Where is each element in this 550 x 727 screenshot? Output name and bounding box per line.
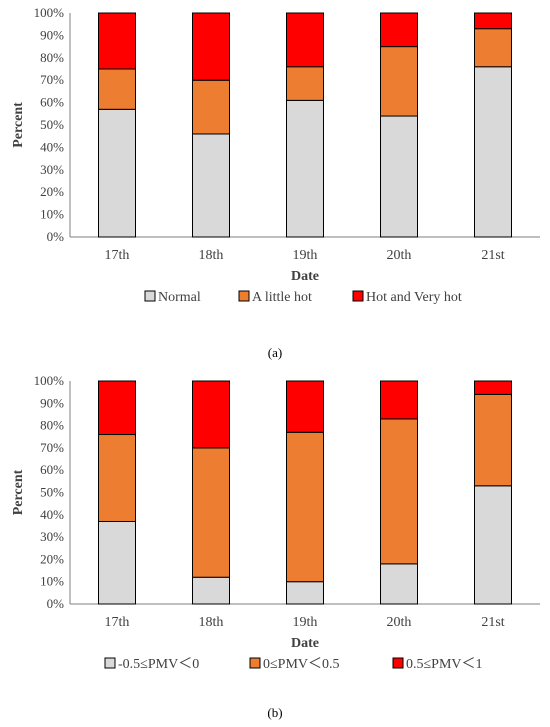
legend-swatch [238, 290, 250, 302]
bar-segment [98, 434, 136, 522]
bar-segment [380, 380, 418, 420]
y-tick-label: 100% [34, 5, 65, 20]
y-tick-label: 40% [40, 139, 64, 154]
bar-segment [286, 66, 324, 101]
bar-segment [474, 393, 512, 487]
legend-label: Hot and Very hot [366, 290, 462, 305]
bar-segment [380, 115, 418, 238]
bar-segment [98, 380, 136, 436]
bar-segment [286, 12, 324, 68]
legend-swatch [352, 290, 364, 302]
y-tick-label: 20% [40, 184, 64, 199]
x-tick-label: 19th [293, 615, 318, 630]
bar-segment [192, 12, 230, 81]
x-tick-label: 18th [199, 615, 224, 630]
bar-segment [286, 99, 324, 238]
panel-label: (b) [267, 705, 282, 720]
legend-label: 0≤PMV＜0.5 [263, 657, 340, 672]
y-tick-label: 0% [47, 229, 65, 244]
bar-segment [380, 12, 418, 48]
bar-segment [192, 380, 230, 449]
legend-swatch [104, 657, 116, 669]
panel-label: (a) [268, 345, 282, 360]
legend-swatch [392, 657, 404, 669]
chart-panel-a: 0% 10% 20% 30% 40% 50% 60% 70% 80% 90% 100% 17th 18t… [11, 5, 540, 360]
bar-segment [286, 431, 324, 583]
x-tick-label: 17th [105, 248, 130, 263]
x-tick-label: 21st [481, 615, 504, 630]
y-tick-label: 30% [40, 529, 64, 544]
legend: Normal A little hot Hot and Very hot [144, 290, 462, 305]
legend-swatch [144, 290, 156, 302]
legend-label: -0.5≤PMV＜0 [118, 657, 199, 672]
x-tick-label: 20th [387, 615, 412, 630]
legend: -0.5≤PMV＜0 0≤PMV＜0.5 0.5≤PMV＜1 [104, 657, 483, 672]
bar-segment [98, 520, 136, 605]
y-tick-label: 30% [40, 162, 64, 177]
y-tick-label: 40% [40, 507, 64, 522]
legend-swatch [249, 657, 261, 669]
x-tick-label: 17th [105, 615, 130, 630]
bar-segment [474, 66, 512, 238]
y-tick-label: 60% [40, 462, 64, 477]
y-tick-label: 50% [40, 485, 64, 500]
y-tick-label: 50% [40, 117, 64, 132]
legend-label: Normal [158, 290, 201, 305]
bar-segment [286, 581, 324, 605]
x-axis-title: Date [291, 269, 319, 284]
x-tick-label: 21st [481, 248, 504, 263]
x-tick-label: 18th [199, 248, 224, 263]
y-tick-label: 80% [40, 418, 64, 433]
bar-segment [98, 108, 136, 238]
bar-segment [474, 380, 512, 395]
y-tick-label: 90% [40, 27, 64, 42]
bar-segment [192, 447, 230, 578]
legend-label: 0.5≤PMV＜1 [406, 657, 483, 672]
bar-segment [474, 28, 512, 68]
x-tick-label: 20th [387, 248, 412, 263]
bar-segment [286, 380, 324, 433]
y-tick-label: 10% [40, 207, 64, 222]
bar-segment [474, 12, 512, 30]
x-tick-label: 19th [293, 248, 318, 263]
y-tick-label: 20% [40, 551, 64, 566]
y-tick-label: 70% [40, 440, 64, 455]
bar-segment [98, 68, 136, 110]
bar-segment [380, 563, 418, 605]
chart-panel-b: 0% 10% 20% 30% 40% 50% 60% 70% 80% 90% 100% 17th 18t… [11, 373, 540, 720]
y-tick-label: 10% [40, 574, 64, 589]
bar-segment [192, 576, 230, 605]
bar-segment [380, 418, 418, 565]
bar-segment [380, 46, 418, 117]
y-tick-label: 70% [40, 72, 64, 87]
y-tick-label: 0% [47, 596, 65, 611]
y-tick-label: 90% [40, 395, 64, 410]
y-axis-title: Percent [11, 469, 26, 515]
bar-segment [192, 133, 230, 238]
bar-segment [192, 79, 230, 135]
legend-label: A little hot [252, 290, 312, 305]
y-axis-title: Percent [11, 102, 26, 148]
bar-segment [98, 12, 136, 70]
y-tick-label: 100% [34, 373, 65, 388]
bar-segment [474, 485, 512, 605]
y-tick-label: 60% [40, 95, 64, 110]
y-tick-label: 80% [40, 50, 64, 65]
x-axis-title: Date [291, 636, 319, 651]
